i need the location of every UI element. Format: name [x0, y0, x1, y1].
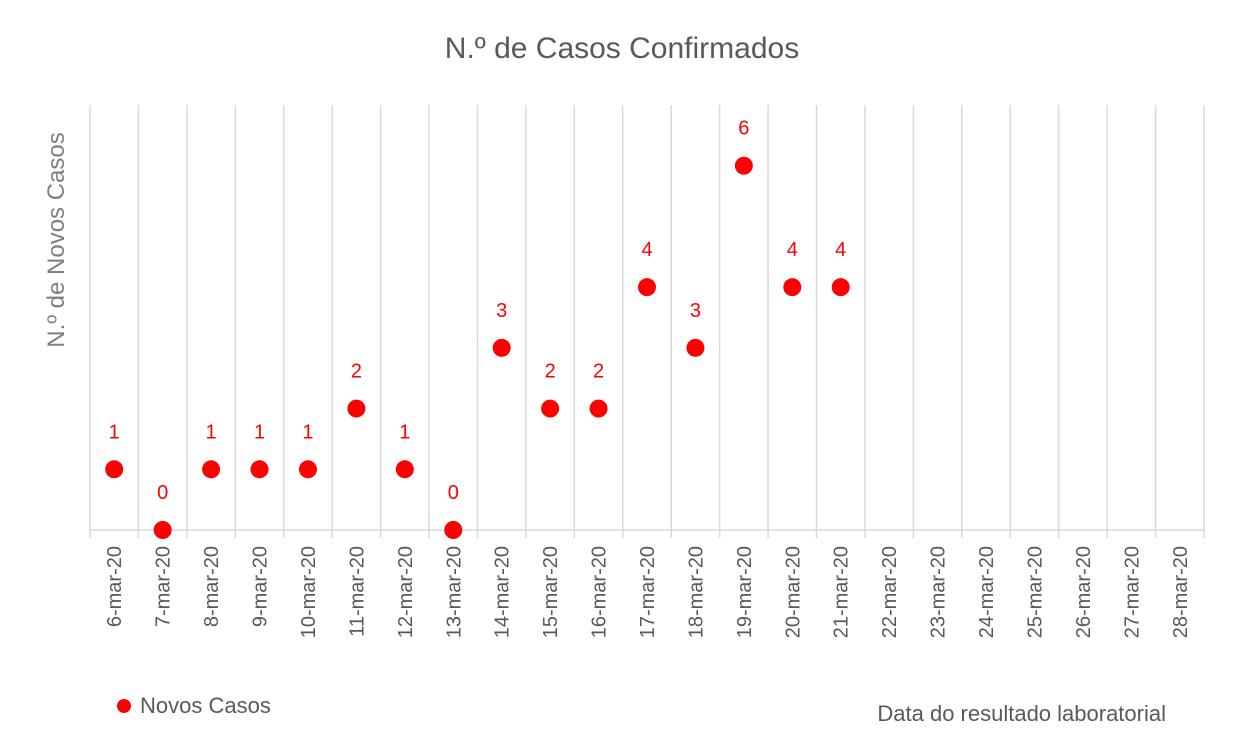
data-point	[395, 460, 414, 479]
x-tick-labels: 6-mar-20 7-mar-20 8-mar-20 9-mar-20 10-mar-2…	[104, 546, 1192, 638]
data-point	[250, 460, 269, 479]
x-tick-label: 13-mar-20	[443, 546, 465, 638]
data-point	[347, 399, 366, 418]
x-tick-label: 25-mar-20	[1024, 546, 1046, 638]
x-tick-label: 6-mar-20	[104, 546, 126, 627]
data-point	[153, 521, 172, 539]
data-point	[638, 278, 656, 297]
x-axis-label: Data do resultado laboratorial	[877, 701, 1166, 726]
data-point	[831, 278, 850, 297]
x-tick-label: 23-mar-20	[928, 546, 950, 638]
data-point	[783, 278, 802, 297]
data-label: 2	[593, 361, 604, 383]
x-tick-label: 21-mar-20	[831, 546, 853, 638]
legend-label: Novos Casos	[140, 693, 271, 718]
x-tick-label: 11-mar-20	[346, 546, 368, 637]
x-tick-label: 14-mar-20	[492, 546, 514, 638]
data-point	[492, 338, 511, 357]
x-tick-label: 17-mar-20	[637, 546, 659, 638]
data-label: 4	[787, 239, 798, 261]
data-label: 0	[157, 482, 168, 504]
x-tick-label: 7-mar-20	[153, 546, 175, 627]
x-tick-label: 15-mar-20	[540, 546, 562, 638]
data-label: 4	[835, 239, 846, 261]
data-point	[686, 338, 705, 357]
x-tick-label: 22-mar-20	[879, 546, 901, 638]
legend: Novos Casos	[117, 693, 271, 718]
x-tick-label: 19-mar-20	[734, 546, 756, 638]
data-label: 1	[399, 421, 410, 443]
data-labels: 1 0 1 1 1 2 1 0 3 2 2 4 3 6 4 4	[109, 118, 847, 504]
data-points	[105, 156, 850, 539]
data-label: 4	[641, 239, 652, 261]
legend-marker	[117, 699, 131, 713]
data-point	[444, 521, 463, 539]
data-label: 3	[496, 300, 507, 322]
data-label: 3	[690, 300, 701, 322]
y-axis-label: N.º de Novos Casos	[43, 132, 70, 348]
data-label: 6	[738, 118, 749, 140]
chart-title: N.º de Casos Confirmados	[445, 32, 799, 65]
data-point	[202, 460, 221, 479]
x-tick-label: 12-mar-20	[395, 546, 417, 638]
data-point	[105, 460, 124, 479]
data-label: 1	[206, 421, 217, 443]
x-tick-label: 9-mar-20	[250, 546, 272, 627]
x-tick-label: 28-mar-20	[1170, 546, 1192, 638]
data-point	[589, 399, 608, 418]
data-label: 1	[302, 421, 313, 443]
data-label: 1	[109, 421, 120, 443]
data-point	[298, 460, 317, 479]
data-label: 2	[545, 361, 556, 383]
x-tick-label: 26-mar-20	[1073, 546, 1095, 638]
data-point	[734, 156, 753, 175]
data-label: 2	[351, 361, 362, 383]
x-tick-label: 24-mar-20	[976, 546, 998, 638]
data-point	[541, 399, 560, 418]
x-tick-label: 27-mar-20	[1121, 546, 1143, 638]
x-tick-label: 8-mar-20	[201, 546, 223, 627]
x-tick-label: 10-mar-20	[298, 546, 320, 638]
gridlines	[89, 105, 1205, 538]
data-label: 1	[254, 421, 265, 443]
x-tick-label: 18-mar-20	[685, 546, 707, 638]
x-tick-label: 20-mar-20	[782, 546, 804, 638]
x-tick-label: 16-mar-20	[589, 546, 611, 638]
data-label: 0	[448, 482, 459, 504]
